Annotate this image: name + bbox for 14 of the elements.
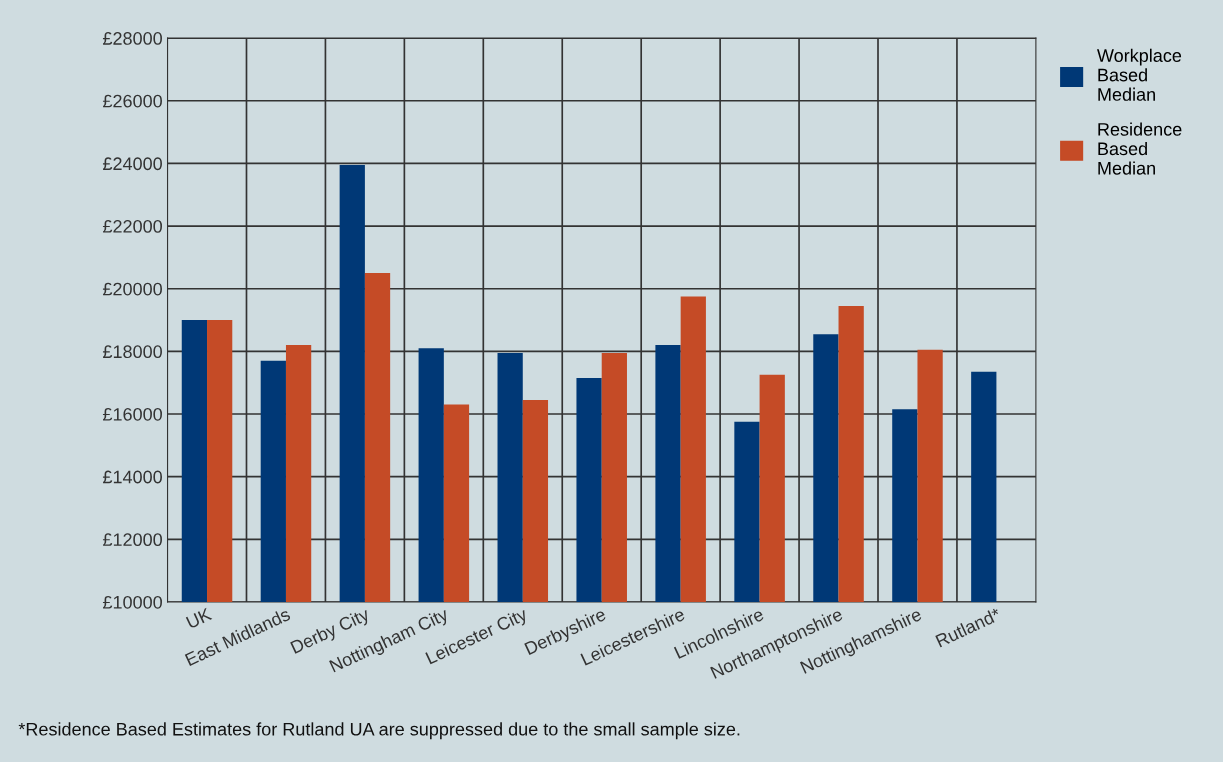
y-tick-label: £28000 (102, 32, 162, 45)
y-tick-label: £10000 (102, 595, 162, 609)
x-tick-label: UK (185, 607, 213, 629)
text: *Residence Based Estimates for Rutland UA are suppressed due to the small sample size. (18, 722, 740, 740)
y-tick-label: £16000 (102, 407, 162, 421)
y-tick-label: £26000 (102, 94, 162, 108)
legend-label: Workplace Based Median (1097, 48, 1182, 101)
y-tick-label: £12000 (102, 533, 162, 547)
y-tick-label: £20000 (102, 282, 162, 296)
y-tick-label: £18000 (102, 345, 162, 359)
y-tick-label: £24000 (102, 157, 162, 171)
y-tick-label: £14000 (102, 470, 162, 484)
legend-label: Residence Based Median (1098, 122, 1182, 175)
y-tick-label: £22000 (102, 219, 162, 233)
